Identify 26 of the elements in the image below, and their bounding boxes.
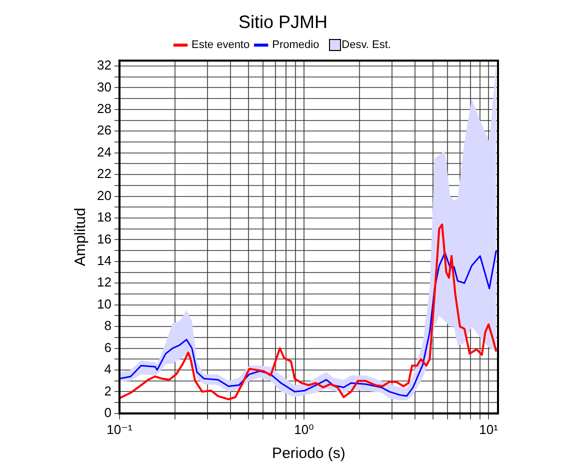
x-tick-label: 10⁰ (294, 422, 314, 437)
x-tick-label: 10¹ (479, 422, 499, 437)
y-axis-title: Amplitud (72, 208, 90, 266)
y-tick-label: 8 (104, 318, 112, 334)
y-tick-label: 14 (96, 253, 112, 268)
y-tick-label: 18 (96, 210, 112, 225)
y-tick-label: 4 (104, 362, 112, 377)
y-tick-label: 16 (96, 231, 112, 246)
legend-label: Promedio (272, 39, 320, 52)
y-tick-label: 24 (96, 144, 112, 160)
y-tick-label: 2 (104, 383, 112, 398)
y-tick-label: 10 (96, 296, 112, 312)
y-tick-label: 20 (96, 188, 112, 203)
y-tick-label: 30 (96, 79, 112, 94)
y-tick-label: 28 (96, 101, 112, 116)
y-tick-label: 32 (96, 58, 112, 73)
text: Desv. Est. (342, 39, 391, 52)
x-tick-label: 10⁻¹ (106, 422, 133, 437)
y-tick-label: 26 (96, 122, 112, 138)
legend-label: Este evento (192, 39, 250, 52)
y-tick-label: 12 (96, 274, 112, 290)
y-tick-label: 0 (104, 404, 112, 420)
chart-title: Sitio PJMH (238, 12, 328, 32)
y-tick-label: 6 (104, 340, 112, 355)
y-tick-label: 22 (96, 166, 112, 182)
x-axis-title: Periodo (s) (272, 445, 346, 462)
